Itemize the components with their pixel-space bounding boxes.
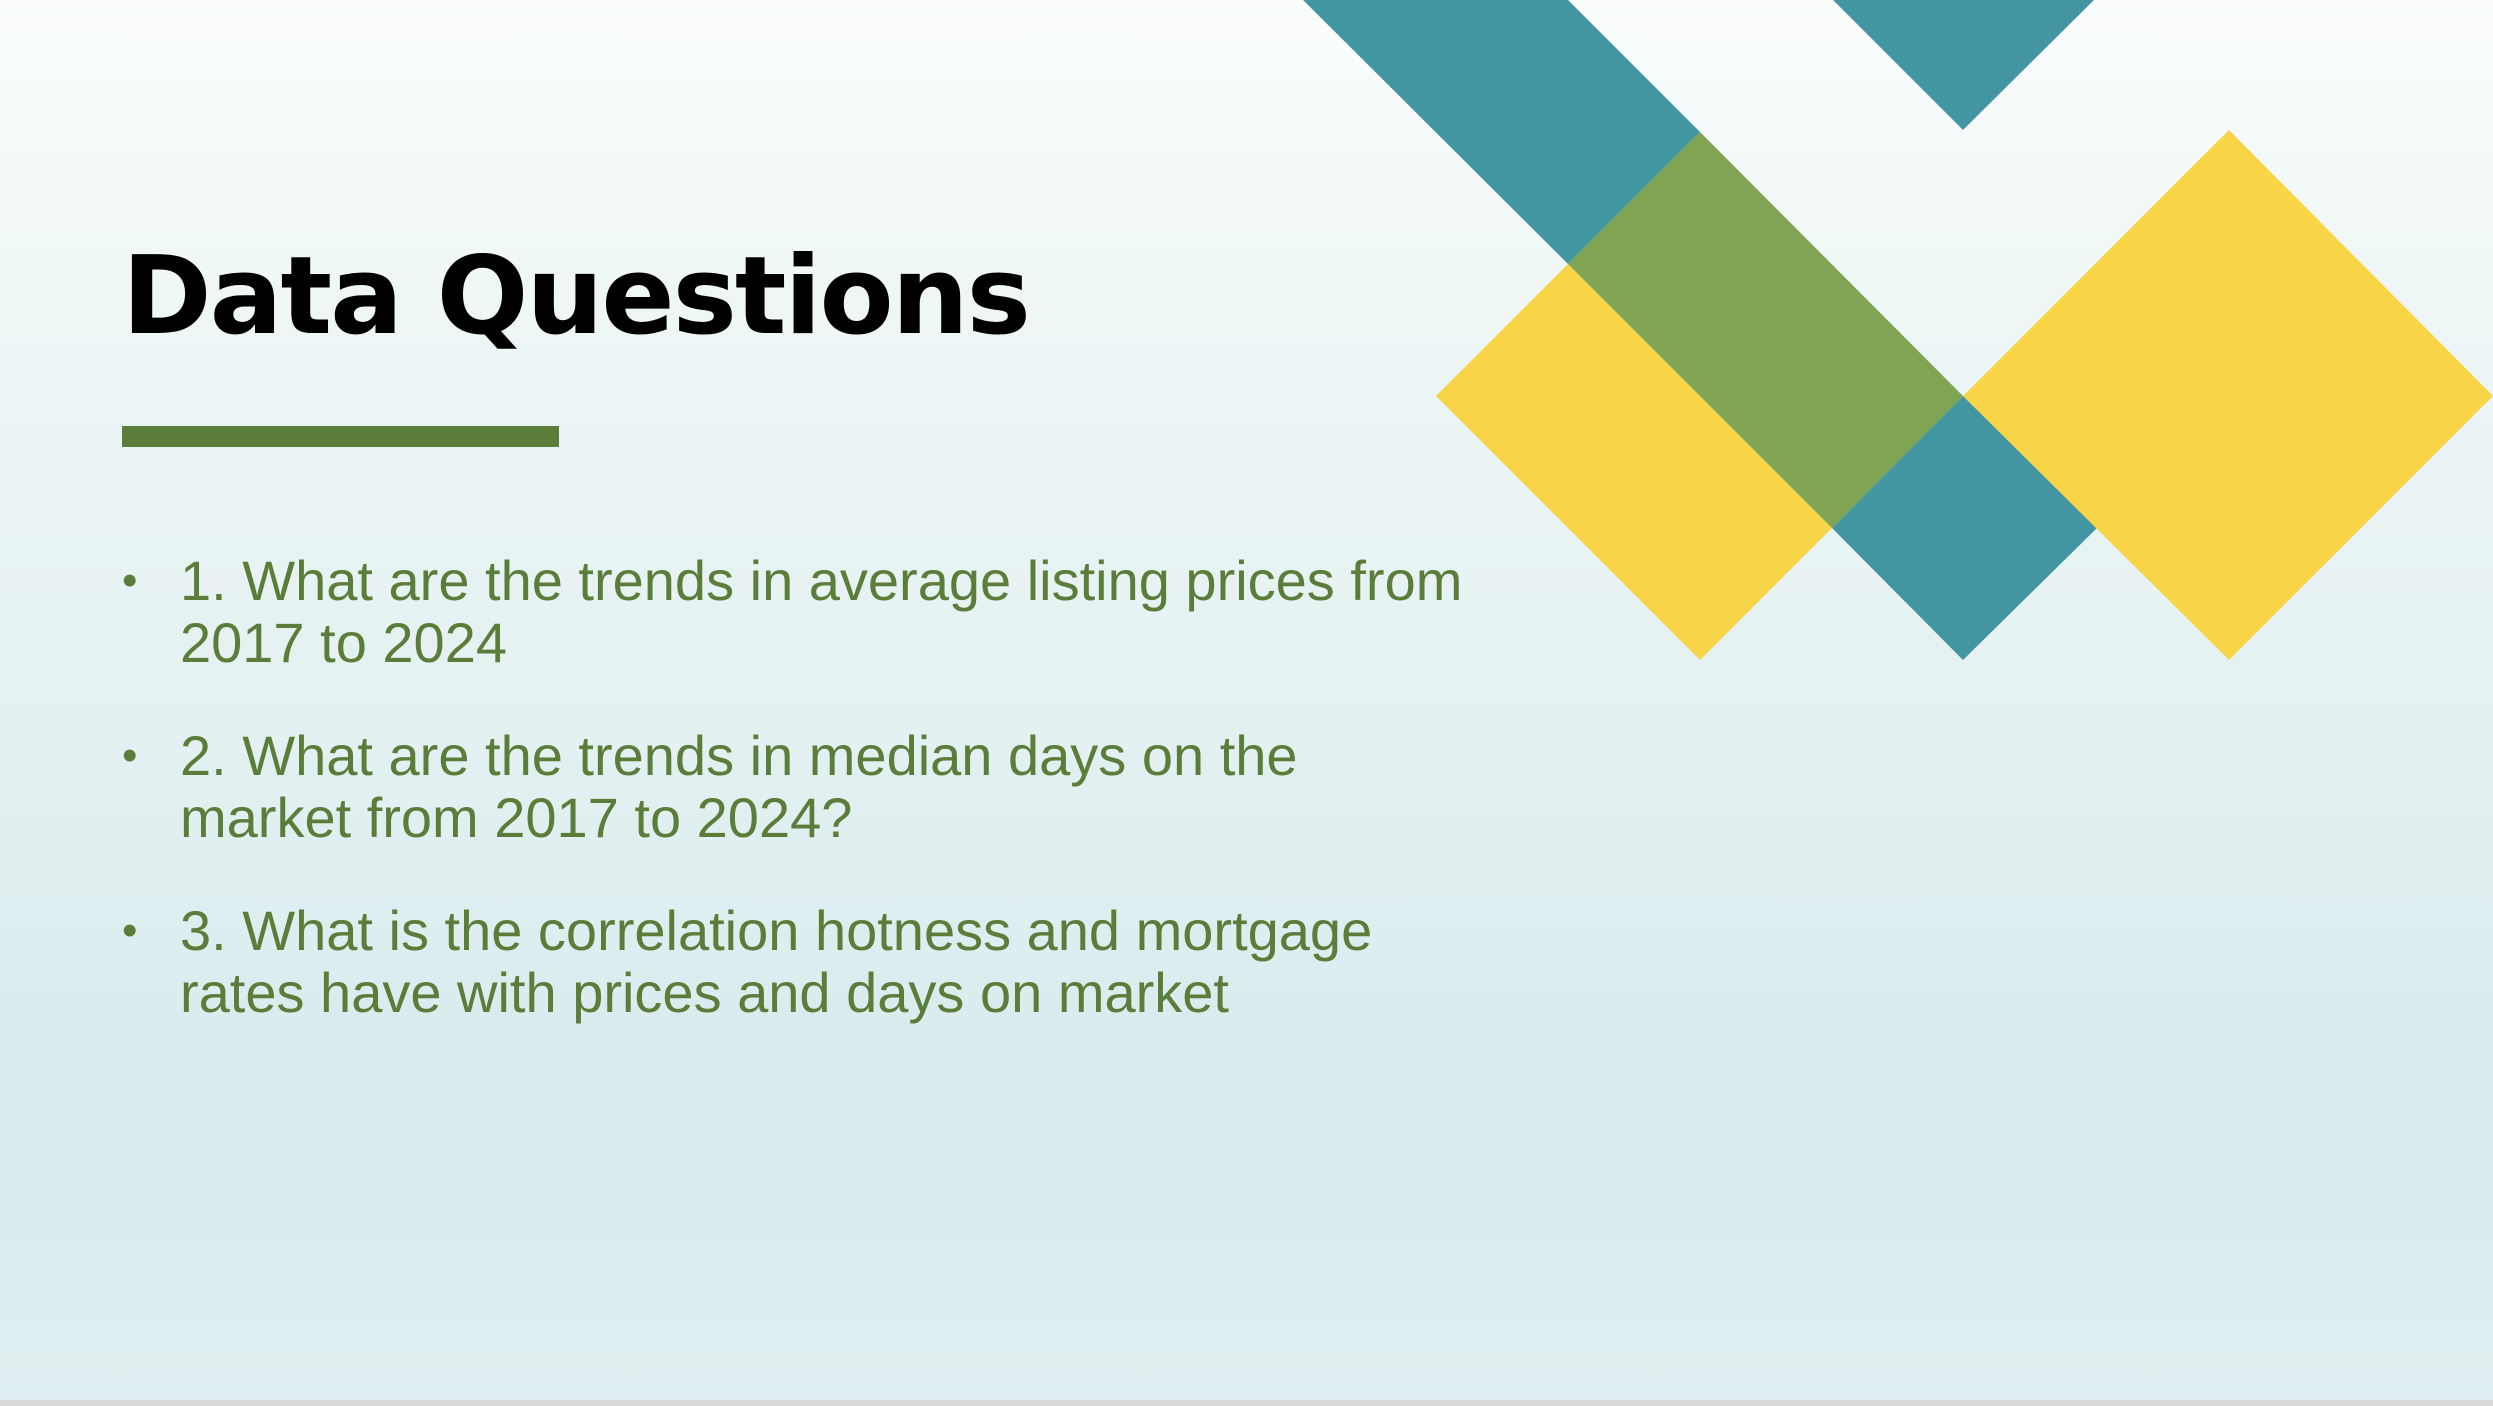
title-underline bbox=[122, 426, 559, 447]
slide-bottom-border bbox=[0, 1400, 2493, 1406]
teal-band-shape bbox=[1303, 0, 1700, 264]
list-item: • 3. What is the correlation hotness and… bbox=[120, 900, 1480, 1024]
yellow-left-shape bbox=[1436, 264, 1832, 660]
yellow-right-shape bbox=[1963, 130, 2493, 660]
teal-wedge-shape bbox=[1833, 0, 2094, 130]
bullet-marker: • bbox=[122, 556, 138, 605]
list-item: • 1. What are the trends in average list… bbox=[120, 550, 1480, 674]
teal-lower-shape bbox=[1832, 396, 2097, 660]
question-2-text: 2. What are the trends in median days on… bbox=[180, 724, 1298, 849]
green-band-shape bbox=[1568, 132, 1963, 528]
slide-title: Data Questions bbox=[122, 234, 1031, 359]
bullet-marker: • bbox=[122, 731, 138, 780]
bullet-marker: • bbox=[122, 906, 138, 955]
question-1-text: 1. What are the trends in average listin… bbox=[180, 549, 1463, 674]
question-list: • 1. What are the trends in average list… bbox=[120, 550, 1480, 1075]
list-item: • 2. What are the trends in median days … bbox=[120, 725, 1480, 849]
question-3-text: 3. What is the correlation hotness and m… bbox=[180, 899, 1373, 1024]
